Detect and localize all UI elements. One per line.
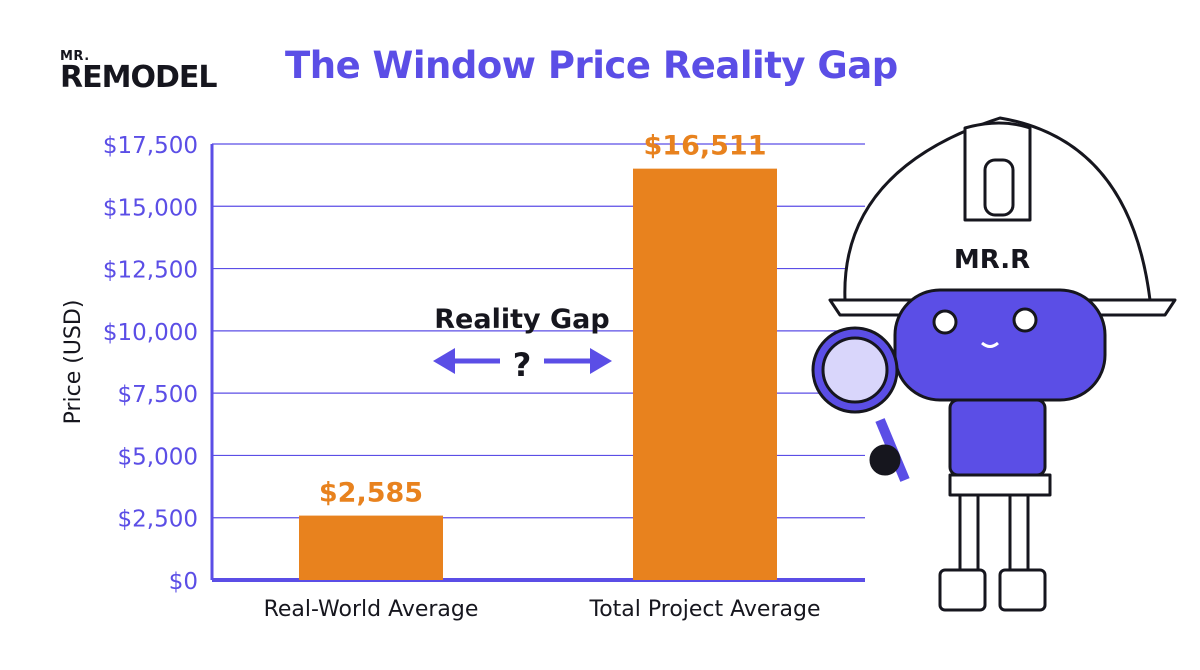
y-tick-label: $15,000	[103, 195, 198, 221]
chart-title: The Window Price Reality Gap	[285, 44, 898, 87]
brand-logo: MR. REMODEL	[60, 49, 217, 95]
robot-mascot-icon: MR.R	[811, 116, 1177, 612]
y-tick-label: $2,500	[118, 507, 198, 533]
reality-gap-annotation: Reality Gap ?	[433, 304, 612, 384]
bar	[299, 515, 443, 580]
helmet-text: MR.R	[954, 245, 1030, 275]
right-arrow-icon	[544, 348, 612, 374]
y-axis-label: Price (USD)	[61, 300, 86, 425]
annotation-symbol: ?	[513, 346, 532, 384]
data-label: $2,585	[319, 478, 423, 509]
y-tick-label: $17,500	[103, 133, 198, 159]
data-label: $16,511	[644, 131, 767, 162]
logo-prefix: MR.	[60, 49, 90, 64]
bar	[633, 168, 777, 580]
y-tick-label: $7,500	[118, 382, 198, 408]
x-tick-label: Real-World Average	[264, 597, 479, 622]
y-tick-label: $5,000	[118, 444, 198, 470]
left-arrow-icon	[433, 348, 500, 374]
x-tick-label: Total Project Average	[589, 597, 821, 622]
annotation-text: Reality Gap	[434, 304, 609, 335]
y-tick-label: $12,500	[103, 258, 198, 284]
y-tick-label: $0	[169, 569, 198, 595]
y-tick-label: $10,000	[103, 320, 198, 346]
logo-name: REMODEL	[60, 60, 217, 95]
